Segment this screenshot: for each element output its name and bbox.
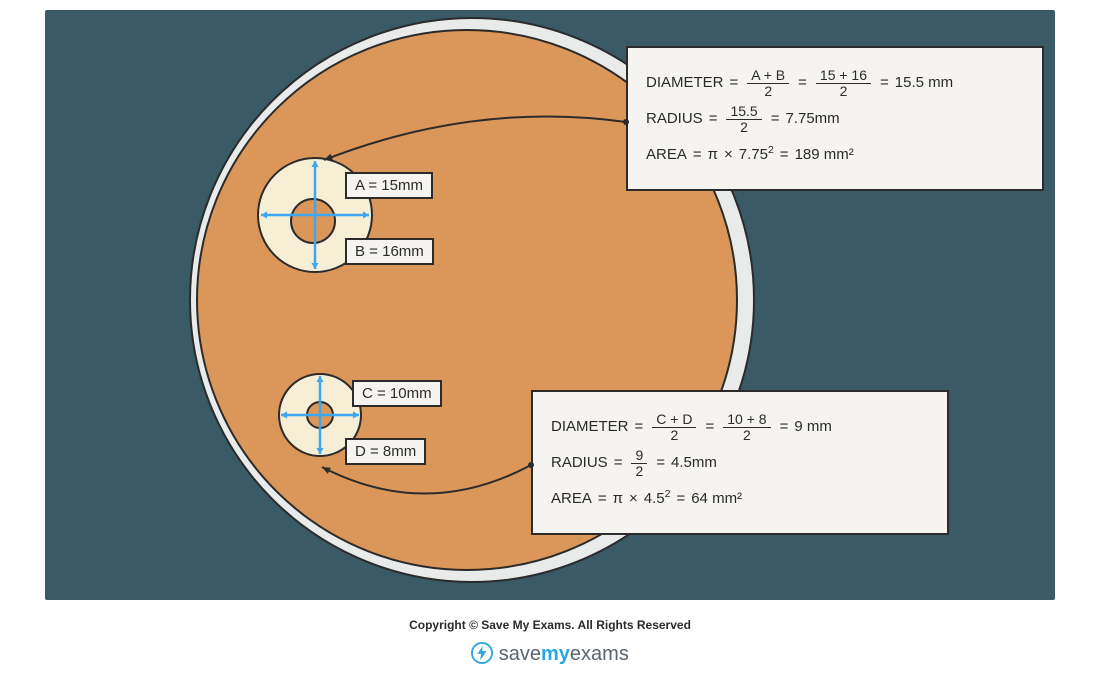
bolt-icon — [471, 642, 493, 664]
copyright-text: Copyright © Save My Exams. All Rights Re… — [0, 618, 1100, 632]
logo: savemyexams — [0, 642, 1100, 666]
logo-text: savemyexams — [499, 643, 629, 665]
pointer-arrows — [0, 0, 1100, 693]
